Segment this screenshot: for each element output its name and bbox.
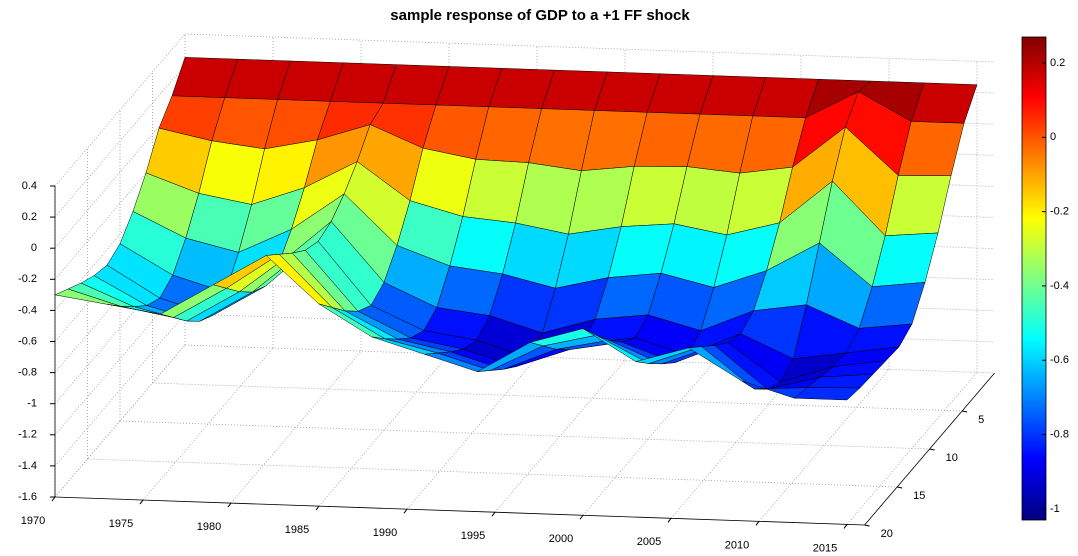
- tick-mark: [864, 524, 870, 527]
- tick-mark: [843, 524, 848, 529]
- grid-line: [54, 189, 186, 342]
- x-tick-label: 2005: [637, 536, 661, 548]
- z-tick-label: -1.2: [18, 429, 37, 441]
- tick-mark: [667, 518, 672, 523]
- tick-mark: [579, 514, 584, 520]
- grid-line: [152, 382, 963, 412]
- surface: [54, 57, 978, 401]
- x-tick-label: 2000: [549, 533, 573, 545]
- y-tick-label: 5: [978, 414, 984, 426]
- z-tick-label: -0.8: [18, 367, 37, 379]
- grid-line: [582, 363, 714, 516]
- x-tick-label: 1985: [285, 524, 309, 536]
- z-tick-label: -0.4: [18, 304, 37, 316]
- tick-mark: [491, 511, 496, 517]
- grid-line: [54, 127, 186, 280]
- colorbar-tick-label: 0: [1050, 131, 1056, 143]
- z-tick-label: 0: [31, 242, 37, 254]
- tick-mark: [315, 505, 320, 511]
- grid-line: [670, 366, 802, 519]
- y-tick-label: 10: [946, 452, 958, 464]
- grid-line: [142, 347, 274, 501]
- grid-line: [758, 369, 890, 522]
- colorbar-tick-label: -0.6: [1050, 354, 1069, 366]
- z-tick-label: -0.6: [18, 335, 37, 347]
- tick-mark: [962, 410, 968, 413]
- colorbar-tick-label: -1: [1050, 503, 1060, 515]
- surface-patch: [793, 387, 861, 401]
- x-tick-label: 1975: [109, 518, 133, 530]
- x-tick-label: 1990: [373, 527, 397, 539]
- grid-line: [54, 282, 186, 436]
- tick-mark: [227, 502, 232, 508]
- colorbar-tick-label: -0.2: [1050, 206, 1069, 218]
- grid-line: [230, 350, 362, 504]
- grid-line: [54, 64, 186, 218]
- y-tick-label: 15: [913, 490, 925, 502]
- tick-mark: [897, 486, 903, 489]
- tick-mark: [403, 508, 408, 514]
- grid-line: [406, 356, 538, 510]
- z-tick-label: -0.2: [18, 273, 37, 285]
- grid-line: [54, 33, 186, 187]
- grid-line: [54, 95, 186, 249]
- x-tick-label: 2010: [725, 539, 749, 551]
- tick-mark: [139, 499, 144, 505]
- grid-line: [184, 33, 995, 63]
- grid-line: [846, 372, 978, 525]
- grid-line: [54, 220, 186, 373]
- grid-line: [494, 359, 626, 513]
- axis-line: [54, 496, 865, 526]
- x-tick-label: 1980: [197, 521, 221, 533]
- grid-line: [87, 458, 898, 488]
- grid-line: [54, 251, 186, 404]
- y-tick-label: 20: [881, 528, 893, 540]
- z-tick-label: -1: [27, 398, 37, 410]
- colorbar-tick-label: -0.4: [1050, 280, 1069, 292]
- grid-line: [318, 353, 450, 507]
- chart-title: sample response of GDP to a +1 FF shock: [390, 7, 690, 24]
- tick-mark: [755, 521, 760, 526]
- z-tick-label: -1.6: [18, 491, 37, 503]
- grid-line: [119, 420, 930, 450]
- colorbar-tick-label: -0.8: [1050, 428, 1069, 440]
- tick-mark: [51, 496, 56, 502]
- z-tick-label: 0.4: [22, 180, 37, 192]
- colorbar: [1021, 36, 1047, 521]
- x-tick-label: 2015: [813, 542, 837, 554]
- colorbar-tick-label: 0.2: [1050, 57, 1065, 69]
- grid-line: [54, 313, 186, 467]
- grid-line: [54, 344, 186, 498]
- tick-mark: [929, 448, 935, 451]
- x-tick-label: 1995: [461, 530, 485, 542]
- z-tick-label: -1.4: [18, 460, 37, 472]
- z-tick-label: 0.2: [22, 211, 37, 223]
- x-tick-label: 1970: [21, 515, 45, 527]
